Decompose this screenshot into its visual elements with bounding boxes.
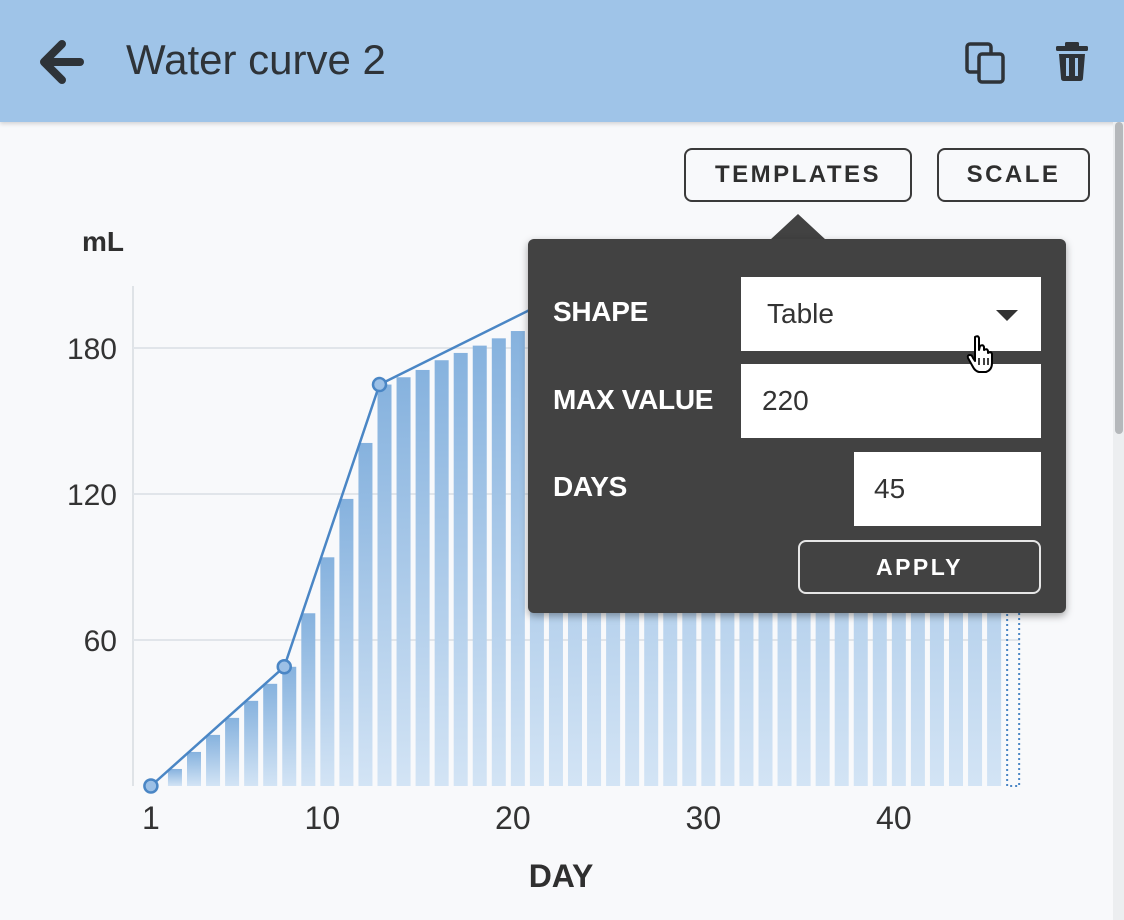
days-label: DAYS bbox=[553, 471, 628, 502]
chart-bar[interactable] bbox=[301, 613, 316, 786]
chart-bar[interactable] bbox=[244, 700, 259, 786]
chart-bar[interactable] bbox=[377, 384, 392, 786]
copy-icon bbox=[965, 42, 1005, 84]
chart-bar[interactable] bbox=[415, 369, 430, 786]
max-value-text: 220 bbox=[762, 385, 809, 416]
days-text: 45 bbox=[874, 473, 906, 504]
chart-bar[interactable] bbox=[396, 377, 411, 786]
scrollbar-track[interactable] bbox=[1113, 122, 1124, 920]
x-tick-label: 40 bbox=[876, 800, 912, 836]
templates-button[interactable]: TEMPLATES bbox=[684, 148, 912, 202]
y-tick-label: 120 bbox=[67, 479, 117, 512]
delete-button[interactable] bbox=[1048, 38, 1096, 86]
scrollbar-thumb[interactable] bbox=[1115, 122, 1123, 434]
duplicate-button[interactable] bbox=[962, 38, 1010, 86]
max-value-label: MAX VALUE bbox=[553, 384, 714, 415]
chart-bar[interactable] bbox=[434, 360, 449, 786]
x-tick-label: 20 bbox=[495, 800, 531, 836]
chart-bar[interactable] bbox=[187, 751, 201, 786]
x-axis-label: DAY bbox=[529, 858, 594, 894]
chart-bar[interactable] bbox=[358, 442, 373, 786]
y-tick-label: 180 bbox=[67, 333, 117, 366]
chart-bar[interactable] bbox=[282, 666, 297, 786]
max-value-field[interactable]: 220 bbox=[741, 364, 1041, 438]
chart-bar[interactable] bbox=[225, 717, 240, 786]
ghost-bar[interactable] bbox=[1006, 599, 1021, 787]
hand-pointer-icon bbox=[966, 335, 993, 373]
popup-pointer bbox=[770, 214, 826, 240]
chart-bar[interactable] bbox=[206, 734, 221, 786]
y-axis-label: mL bbox=[82, 226, 124, 257]
chart-bar[interactable] bbox=[453, 352, 468, 786]
days-field[interactable]: 45 bbox=[854, 452, 1041, 526]
back-button[interactable] bbox=[40, 40, 86, 84]
trash-icon bbox=[1056, 42, 1088, 81]
y-tick-label: 60 bbox=[84, 625, 117, 658]
chart-bar[interactable] bbox=[320, 557, 335, 786]
chart-bar[interactable] bbox=[167, 768, 182, 786]
x-tick-label: 10 bbox=[305, 800, 341, 836]
scale-button[interactable]: SCALE bbox=[937, 148, 1090, 202]
arrow-left-icon bbox=[40, 40, 84, 84]
shape-select[interactable]: Table bbox=[741, 277, 1041, 351]
chevron-down-icon bbox=[996, 310, 1018, 321]
apply-button[interactable]: APPLY bbox=[798, 540, 1041, 594]
x-tick-label: 30 bbox=[686, 800, 722, 836]
shape-select-value: Table bbox=[767, 298, 834, 329]
chart-bar[interactable] bbox=[263, 683, 278, 786]
app-header: Water curve 2 bbox=[0, 0, 1124, 122]
page-title: Water curve 2 bbox=[126, 36, 386, 83]
control-point[interactable] bbox=[371, 376, 388, 393]
curve-line bbox=[150, 298, 552, 787]
x-tick-label: 1 bbox=[142, 800, 160, 836]
chart-bar[interactable] bbox=[339, 498, 354, 786]
chart-bar[interactable] bbox=[491, 338, 506, 786]
chart-bar[interactable] bbox=[472, 345, 487, 786]
control-point[interactable] bbox=[143, 778, 159, 794]
control-point[interactable] bbox=[276, 659, 292, 675]
chart-bar[interactable] bbox=[510, 331, 525, 786]
shape-label: SHAPE bbox=[553, 296, 648, 327]
